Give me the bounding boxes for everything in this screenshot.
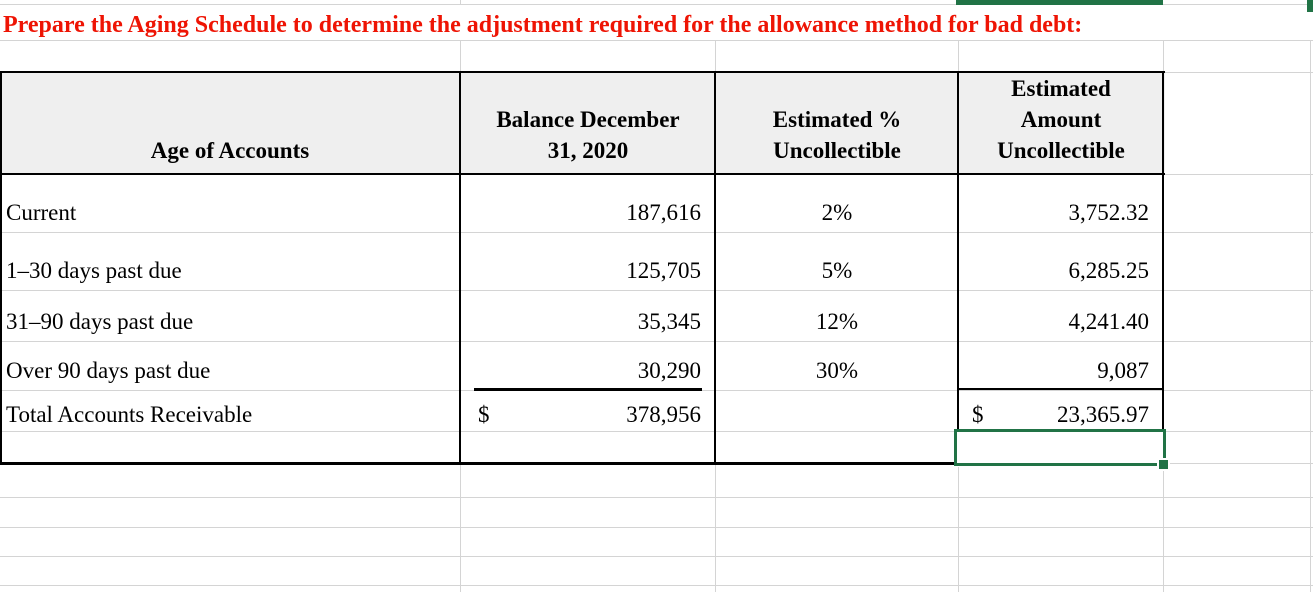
gridline <box>0 497 1313 498</box>
cell-total-label[interactable]: Total Accounts Receivable <box>6 402 253 427</box>
gridline <box>460 40 461 72</box>
gridline <box>0 585 1313 586</box>
gridline <box>0 40 1313 41</box>
table-border <box>0 462 955 465</box>
accounting-underline <box>958 388 1164 390</box>
gridline <box>0 431 1313 432</box>
selected-cell[interactable] <box>954 429 1166 466</box>
cell-balance-31-90[interactable]: 35,345 <box>637 309 701 334</box>
table-header-background <box>0 73 1165 173</box>
table-border <box>1162 71 1164 429</box>
gridline <box>1163 40 1164 72</box>
gridline <box>958 467 959 592</box>
table-border <box>957 71 959 429</box>
gridline <box>0 341 1313 342</box>
gridline <box>958 40 959 72</box>
cell-balance-over-90[interactable]: 30,290 <box>637 358 701 383</box>
table-border <box>0 173 1165 175</box>
fill-handle[interactable] <box>1159 460 1168 469</box>
gridline <box>1163 467 1164 592</box>
cell-amount-current[interactable]: 3,752.32 <box>1068 200 1150 225</box>
gridline <box>1310 40 1311 592</box>
total-balance-value: 378,956 <box>626 402 701 427</box>
cell-age-31-90[interactable]: 31–90 days past due <box>6 309 194 334</box>
cell-age-over-90[interactable]: Over 90 days past due <box>6 358 211 383</box>
cell-balance-current[interactable]: 187,616 <box>626 200 701 225</box>
cell-pct-current[interactable]: 2% <box>821 200 853 225</box>
instruction-title[interactable]: Prepare the Aging Schedule to determine … <box>3 12 1083 38</box>
currency-symbol: $ <box>972 402 984 427</box>
cell-age-current[interactable]: Current <box>6 200 77 225</box>
cell-balance-1-30[interactable]: 125,705 <box>626 258 701 283</box>
gridline <box>0 232 1313 233</box>
table-border <box>459 71 461 465</box>
gridline <box>715 40 716 72</box>
header-estimated-amount[interactable]: Estimated Amount Uncollectible <box>997 76 1125 163</box>
gridline <box>715 464 716 592</box>
cell-amount-over-90[interactable]: 9,087 <box>1097 358 1149 383</box>
selection-border-fragment <box>956 0 1163 5</box>
selection-border-fragment <box>1307 0 1313 12</box>
cell-amount-1-30[interactable]: 6,285.25 <box>1068 258 1150 283</box>
gridline <box>460 464 461 592</box>
cell-pct-1-30[interactable]: 5% <box>821 258 853 283</box>
table-border <box>0 71 2 465</box>
header-balance-december[interactable]: Balance December 31, 2020 <box>496 107 680 163</box>
gridline <box>0 290 1313 291</box>
cell-total-amount[interactable]: $ 23,365.97 <box>972 390 1149 432</box>
accounting-underline <box>474 388 702 391</box>
total-amount-value: 23,365.97 <box>1057 402 1149 427</box>
gridline <box>0 4 1313 5</box>
cell-amount-31-90[interactable]: 4,241.40 <box>1068 309 1150 334</box>
table-border <box>0 71 1165 73</box>
cell-pct-over-90[interactable]: 30% <box>815 358 859 383</box>
currency-symbol: $ <box>478 402 490 427</box>
header-estimated-pct[interactable]: Estimated % Uncollectible <box>772 107 902 163</box>
gridline <box>0 556 1313 557</box>
gridline <box>0 527 1313 528</box>
cell-age-1-30[interactable]: 1–30 days past due <box>6 258 182 283</box>
cell-pct-31-90[interactable]: 12% <box>815 309 859 334</box>
cell-total-balance[interactable]: $ 378,956 <box>478 390 701 432</box>
header-age-of-accounts[interactable]: Age of Accounts <box>150 138 310 163</box>
gridline <box>460 0 461 4</box>
table-border <box>714 71 716 465</box>
